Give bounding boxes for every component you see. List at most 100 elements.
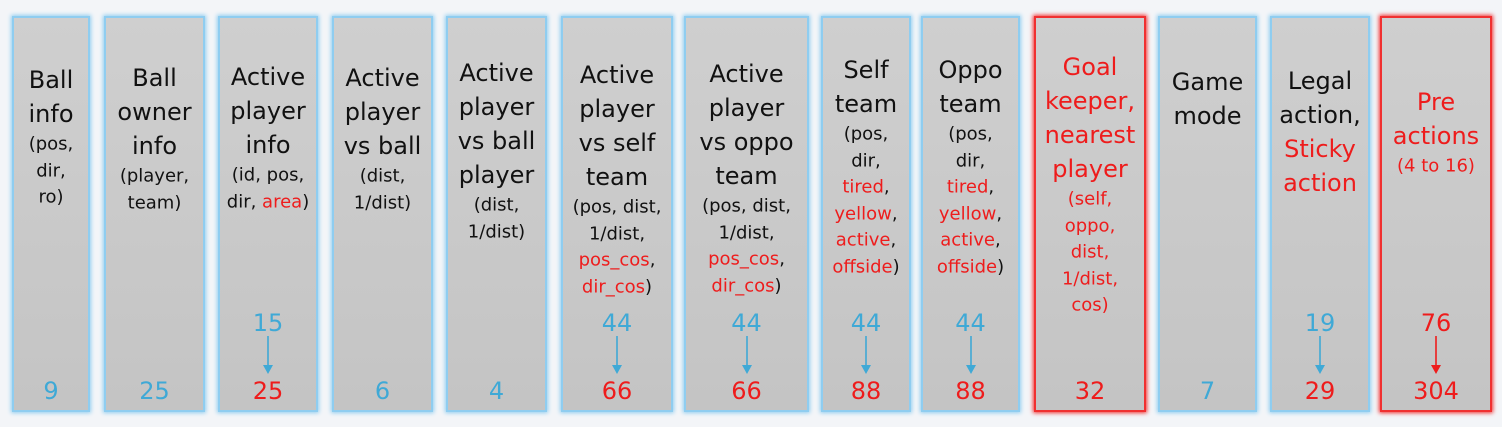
title-line: mode <box>1160 102 1255 130</box>
title-line: info <box>106 132 203 160</box>
detail-line: dist, <box>1036 242 1144 263</box>
detail-text: active <box>940 229 995 251</box>
title-line: action, <box>1272 101 1368 129</box>
title-text: team <box>585 163 649 191</box>
detail-text: offside <box>832 256 893 277</box>
title-line: Active <box>334 64 431 92</box>
detail-line: 1/dist) <box>334 192 431 213</box>
title-line: Pre <box>1382 88 1490 116</box>
detail-text: (pos, <box>28 133 74 155</box>
detail-text: 1/dist) <box>467 221 526 242</box>
detail-text: cos) <box>1071 294 1109 316</box>
detail-line: pos_cos, <box>686 249 807 270</box>
detail-line: (4 to 16) <box>1382 156 1490 177</box>
detail-text: (pos, dist, <box>702 195 791 217</box>
detail-line: (pos, dist, <box>686 196 807 217</box>
title-text: action <box>1283 169 1357 197</box>
detail-text: oppo, <box>1064 215 1116 236</box>
title-text: Sticky <box>1284 135 1356 163</box>
title-line: nearest <box>1036 121 1144 149</box>
detail-text: dir, <box>955 150 986 171</box>
detail-line: dir_cos) <box>686 275 807 296</box>
detail-text: ) <box>302 191 310 212</box>
title-line: vs self <box>563 129 671 157</box>
detail-text: pos_cos <box>708 248 780 270</box>
title-text: vs ball <box>343 132 422 160</box>
count-after: 304 <box>1413 377 1459 405</box>
count-after: 66 <box>731 377 762 405</box>
title-line: team <box>563 163 671 191</box>
count-after: 25 <box>139 377 170 405</box>
title-text: Goal <box>1062 53 1118 81</box>
detail-line: oppo, <box>1036 215 1144 236</box>
detail-line: (pos, dist, <box>563 197 671 218</box>
title-line: player <box>448 161 545 189</box>
column: Game mode 7 <box>1158 16 1257 412</box>
detail-text: , <box>988 176 995 198</box>
title-text: team <box>834 90 898 118</box>
detail-text: ) <box>997 256 1005 277</box>
column: Active player info (id, pos, dir, area) 15 25 <box>218 16 318 412</box>
title-text: vs self <box>578 129 656 157</box>
detail-text: , <box>779 248 785 270</box>
count-after: 9 <box>43 377 59 405</box>
count-after: 88 <box>955 377 986 405</box>
title-line: info <box>220 131 316 159</box>
detail-text: (dist, <box>473 194 520 216</box>
detail-line: active, <box>923 230 1018 251</box>
count-after: 4 <box>488 377 505 405</box>
title-line: player <box>220 97 316 125</box>
title-text: Active <box>709 60 784 88</box>
title-line: Goal <box>1036 53 1144 81</box>
title-line: player <box>334 98 431 126</box>
detail-text: ro) <box>38 186 64 208</box>
column: Ball owner info (player, team) 25 <box>104 16 205 412</box>
detail-line: 1/dist, <box>563 223 671 244</box>
title-line: Active <box>563 61 671 89</box>
detail-line: 1/dist, <box>1036 268 1144 289</box>
title-text: info <box>131 132 177 160</box>
column: Pre actions (4 to 16) 76 304 <box>1380 16 1492 412</box>
detail-text: tired <box>946 176 989 198</box>
detail-text: 1/dist, <box>1061 268 1119 289</box>
count-after: 66 <box>601 377 633 405</box>
title-text: player <box>579 95 655 123</box>
title-text: Active <box>230 63 306 91</box>
title-line: player <box>448 93 545 121</box>
detail-line: yellow, <box>923 203 1018 224</box>
detail-line: cos) <box>1036 295 1144 316</box>
detail-text: (dist, <box>359 165 406 187</box>
detail-line: dir, area) <box>220 191 316 212</box>
detail-text: dir, <box>851 150 881 171</box>
title-text: player <box>344 98 421 126</box>
detail-text: dir, <box>36 160 66 181</box>
detail-text: active <box>835 229 891 251</box>
column: Active player vs self team (pos, dist, 1/dist… <box>561 16 673 412</box>
title-text: player <box>458 161 535 189</box>
title-text: Game <box>1171 68 1244 96</box>
arrow <box>741 336 752 374</box>
detail-line: ro) <box>14 187 88 208</box>
count-before: 44 <box>731 309 762 337</box>
title-text: Active <box>579 61 655 89</box>
title-line: Game <box>1160 68 1255 96</box>
arrow <box>612 336 622 374</box>
arrow <box>1431 336 1441 374</box>
title-line: Legal <box>1272 67 1368 95</box>
detail-text: (pos, <box>843 123 889 145</box>
detail-text: (id, pos, <box>231 164 305 186</box>
title-text: vs oppo <box>699 128 794 156</box>
title-line: team <box>823 90 909 118</box>
arrow <box>965 336 976 374</box>
title-text: vs ball <box>457 127 536 155</box>
count-before: 76 <box>1420 309 1452 337</box>
title-line: actions <box>1382 122 1490 150</box>
title-text: Self <box>843 56 889 84</box>
detail-text: , <box>883 176 890 198</box>
title-line: Active <box>686 60 807 88</box>
detail-line: dir, <box>823 150 909 171</box>
detail-text: dir, <box>226 191 263 212</box>
detail-line: offside) <box>923 256 1018 277</box>
detail-line: (pos, <box>823 124 909 145</box>
detail-text: tired <box>842 176 884 198</box>
